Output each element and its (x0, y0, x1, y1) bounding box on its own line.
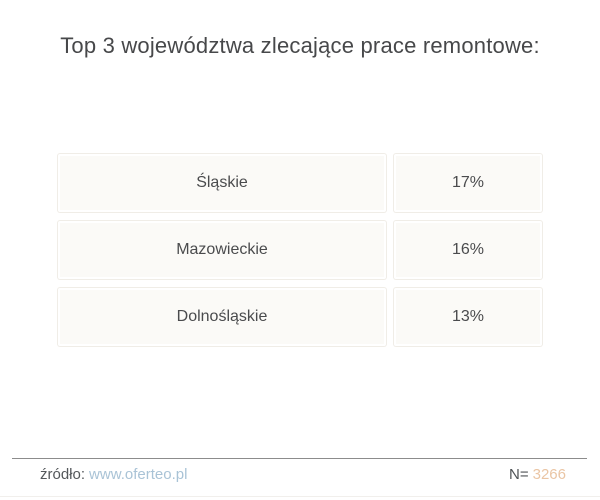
footer: źródło: www.oferteo.pl N= 3266 (40, 466, 566, 483)
bottom-border (0, 496, 600, 497)
sample-size: N= 3266 (509, 466, 566, 483)
ranking-table: Śląskie 17% Mazowieckie 16% Dolnośląskie… (58, 154, 542, 346)
source-link[interactable]: www.oferteo.pl (89, 466, 188, 483)
table-row: Śląskie 17% (58, 154, 542, 212)
n-label: N= (509, 466, 529, 483)
table-row: Mazowieckie 16% (58, 221, 542, 279)
footer-divider (12, 458, 587, 459)
source-label: źródło: (40, 466, 86, 483)
page-title: Top 3 województwa zlecające prace remont… (60, 33, 540, 58)
region-value-cell: 17% (394, 154, 542, 212)
region-value-cell: 16% (394, 221, 542, 279)
region-name-cell: Śląskie (58, 154, 386, 212)
table-row: Dolnośląskie 13% (58, 288, 542, 346)
region-name-cell: Mazowieckie (58, 221, 386, 279)
region-value-cell: 13% (394, 288, 542, 346)
source-text: źródło: www.oferteo.pl (40, 466, 187, 483)
region-name-cell: Dolnośląskie (58, 288, 386, 346)
n-value: 3266 (532, 466, 566, 483)
